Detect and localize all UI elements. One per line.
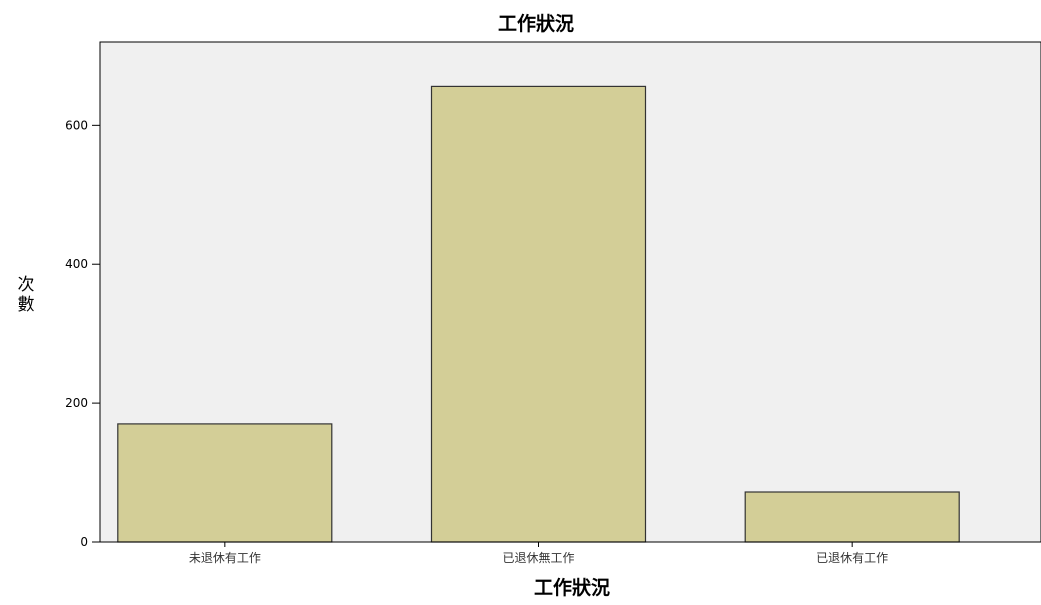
bar-1 xyxy=(117,423,333,543)
x-ticks-group: 未退休有工作 已退休無工作 已退休有工作 xyxy=(189,542,888,565)
x-tick-label: 已退休有工作 xyxy=(816,551,888,565)
chart-title: 工作狀況 xyxy=(498,12,574,35)
y-ticks-group: 0 200 400 600 xyxy=(65,118,100,549)
y-tick-label: 600 xyxy=(65,118,88,132)
y-axis-label: 次數 xyxy=(18,275,35,315)
y-tick-label: 0 xyxy=(80,535,88,549)
y-tick-label: 400 xyxy=(65,257,88,271)
x-axis-label: 工作狀況 xyxy=(534,576,610,599)
bar-3 xyxy=(744,491,960,543)
x-tick-label: 未退休有工作 xyxy=(189,551,261,565)
y-tick-label: 200 xyxy=(65,396,88,410)
bar-2 xyxy=(430,85,647,543)
x-tick-label: 已退休無工作 xyxy=(502,550,574,565)
